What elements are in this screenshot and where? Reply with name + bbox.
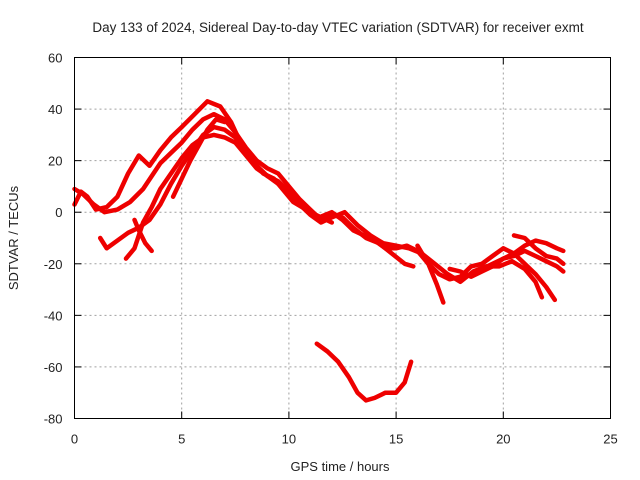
y-tick-label: -80 bbox=[44, 412, 63, 427]
y-tick-label: 60 bbox=[48, 51, 62, 66]
y-tick-label: 20 bbox=[48, 154, 62, 169]
plot-frame bbox=[74, 57, 611, 419]
series-arc-2 bbox=[72, 111, 416, 269]
series-arc-10 bbox=[511, 233, 566, 267]
series-arc-4 bbox=[123, 132, 335, 261]
y-tick-label: -40 bbox=[44, 308, 63, 323]
x-tick-label: 5 bbox=[178, 432, 185, 447]
grid bbox=[74, 57, 611, 419]
series-arc-11 bbox=[314, 341, 414, 403]
x-tick-label: 0 bbox=[71, 432, 78, 447]
x-tick-label: 20 bbox=[496, 432, 510, 447]
x-tick-label: 15 bbox=[389, 432, 403, 447]
x-tick-label: 10 bbox=[282, 432, 296, 447]
x-tick-labels: 0 5 10 15 20 25 bbox=[71, 432, 618, 447]
x-axis-label: GPS time / hours bbox=[291, 459, 390, 474]
series-layer bbox=[72, 99, 566, 403]
y-tick-label: -20 bbox=[44, 257, 63, 272]
series-arc-5 bbox=[132, 217, 154, 254]
y-tick-label: 40 bbox=[48, 102, 62, 117]
y-axis-label: SDTVAR / TECUs bbox=[6, 185, 21, 290]
y-tick-labels: 60 40 20 0 -20 -40 -60 -80 bbox=[44, 51, 63, 427]
y-tick-label: 0 bbox=[55, 205, 62, 220]
ticks bbox=[74, 57, 611, 419]
series-arc-6 bbox=[170, 117, 227, 199]
series-arc-9 bbox=[479, 248, 566, 274]
x-tick-label: 25 bbox=[603, 432, 617, 447]
series-arc-7 bbox=[415, 243, 446, 305]
chart-title: Day 133 of 2024, Sidereal Day-to-day VTE… bbox=[92, 20, 583, 35]
y-tick-label: -60 bbox=[44, 360, 63, 375]
